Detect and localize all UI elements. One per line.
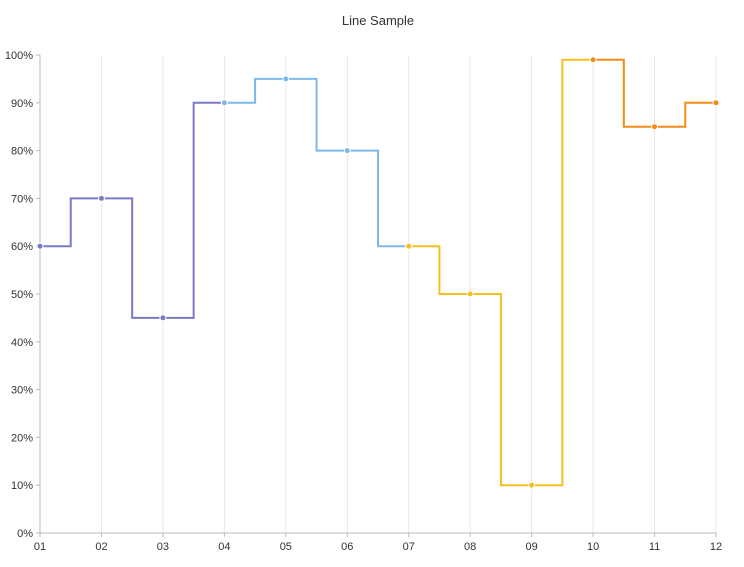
tick-labels: 0% 10% 20% 30% 40% 50% 60% 70% 80% 90% 100% 01 02 03 0… xyxy=(5,50,722,553)
x-tick-label: 10 xyxy=(587,541,599,553)
series-line-3 xyxy=(408,58,594,487)
y-tick-label: 50% xyxy=(11,289,33,301)
x-tick-label: 07 xyxy=(403,541,415,553)
x-tick-label: 03 xyxy=(157,541,169,553)
y-tick-label: 90% xyxy=(11,98,33,110)
series-lines xyxy=(40,58,716,487)
data-point xyxy=(343,147,351,155)
x-tick-label: 06 xyxy=(341,541,353,553)
y-tick-label: 0% xyxy=(17,528,33,540)
data-point xyxy=(589,56,597,64)
data-point xyxy=(97,194,105,202)
data-point xyxy=(220,99,228,107)
data-point xyxy=(36,242,44,250)
data-point xyxy=(466,290,474,298)
x-tick-label: 12 xyxy=(710,541,722,553)
y-tick-label: 20% xyxy=(11,432,33,444)
data-point xyxy=(282,75,290,83)
x-tick-label: 09 xyxy=(526,541,538,553)
x-tick-label: 05 xyxy=(280,541,292,553)
data-point xyxy=(405,242,413,250)
x-tick-label: 11 xyxy=(649,541,660,553)
data-point xyxy=(712,99,720,107)
y-tick-label: 70% xyxy=(11,193,33,205)
y-tick-label: 100% xyxy=(5,50,33,62)
data-point xyxy=(159,314,167,322)
y-tick-label: 10% xyxy=(11,480,33,492)
x-tick-label: 02 xyxy=(95,541,107,553)
y-tick-label: 80% xyxy=(11,146,33,158)
series-line-2 xyxy=(224,77,409,248)
data-point xyxy=(651,123,659,131)
grid-lines xyxy=(100,55,717,533)
data-points xyxy=(36,56,720,489)
x-tick-label: 04 xyxy=(218,541,230,553)
x-tick-label: 01 xyxy=(34,541,46,553)
y-tick-label: 30% xyxy=(11,385,33,397)
chart-title: Line Sample xyxy=(342,13,414,28)
x-tick-label: 08 xyxy=(464,541,476,553)
axes xyxy=(36,54,717,537)
y-tick-label: 40% xyxy=(11,337,33,349)
data-point xyxy=(528,481,536,489)
y-tick-label: 60% xyxy=(11,241,33,253)
series-line-1 xyxy=(40,101,225,319)
